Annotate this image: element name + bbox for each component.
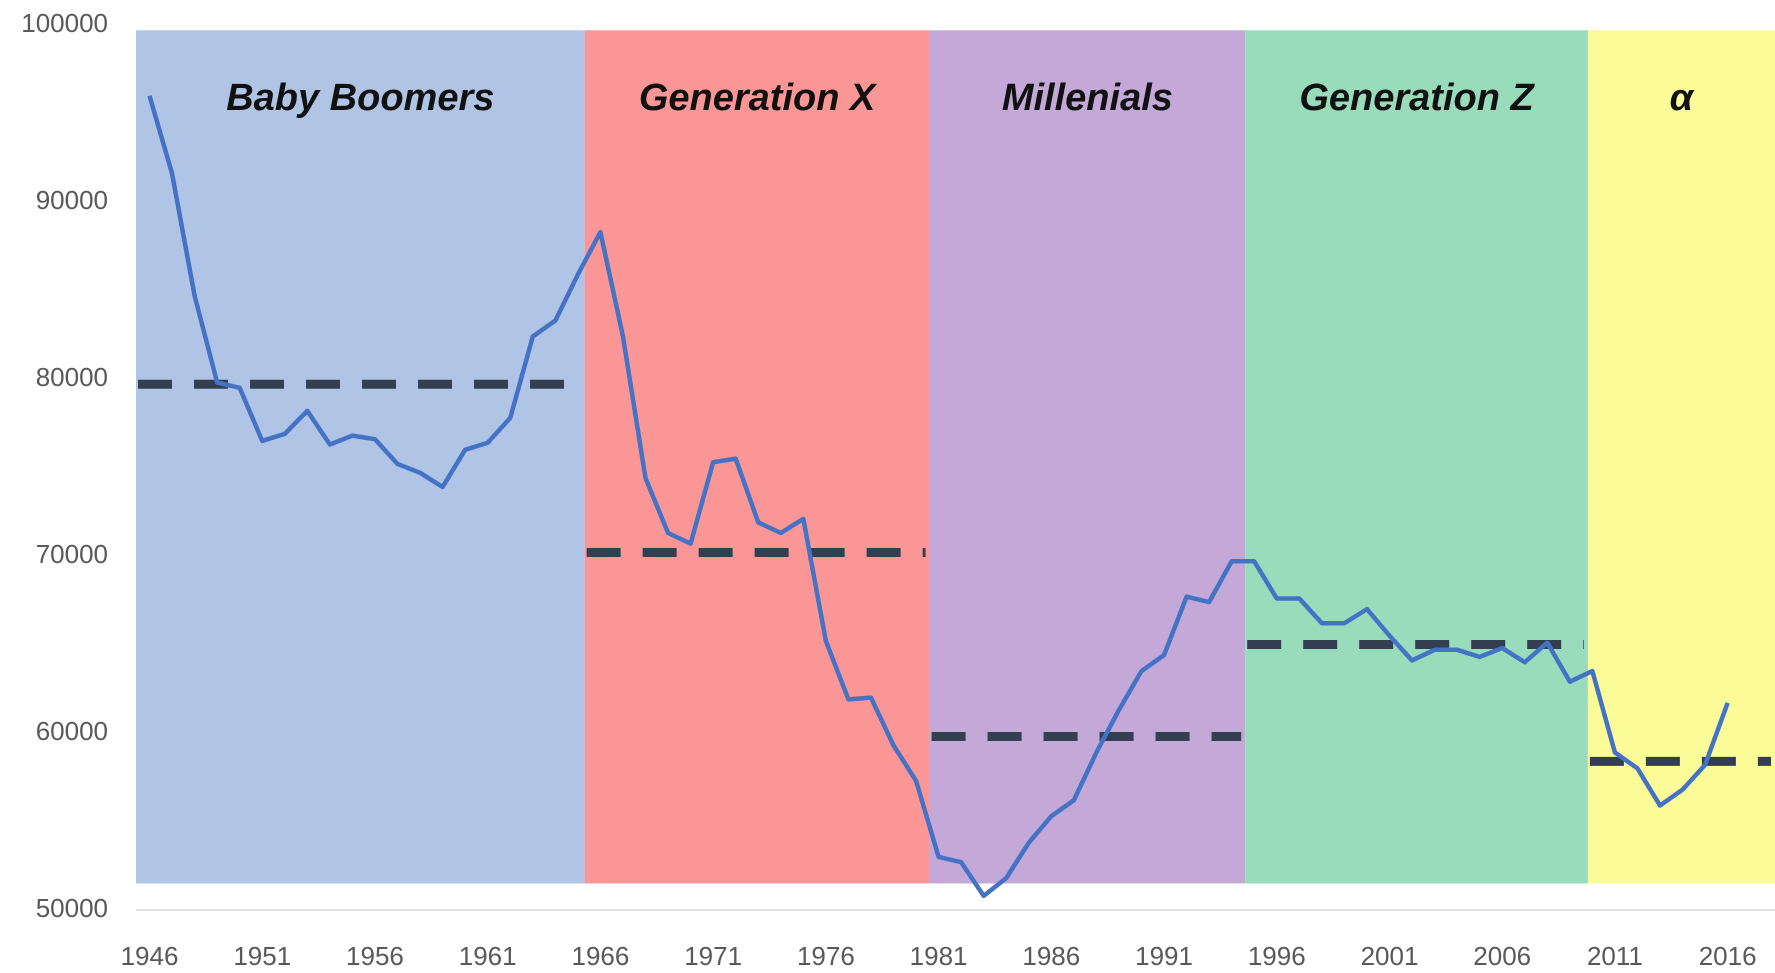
y-tick-label: 60000 (36, 716, 108, 746)
x-tick-label: 1971 (684, 941, 742, 971)
generation-band (1245, 30, 1588, 884)
band-label: Millenials (1002, 77, 1173, 119)
generation-band (136, 30, 585, 884)
x-tick-label: 1961 (459, 941, 517, 971)
x-tick-label: 2001 (1361, 941, 1419, 971)
band-label: α (1670, 77, 1695, 119)
band-label: Generation X (639, 77, 878, 119)
band-label: Generation Z (1299, 77, 1535, 119)
y-tick-label: 50000 (36, 893, 108, 923)
x-tick-label: 1951 (233, 941, 291, 971)
x-tick-label: 2016 (1699, 941, 1757, 971)
x-tick-label: 1966 (571, 941, 629, 971)
x-tick-label: 1946 (121, 941, 179, 971)
x-tick-label: 1986 (1022, 941, 1080, 971)
x-tick-label: 1981 (910, 941, 968, 971)
x-tick-label: 1956 (346, 941, 404, 971)
band-label: Baby Boomers (226, 77, 494, 119)
generation-band (584, 30, 930, 884)
x-tick-label: 1976 (797, 941, 855, 971)
y-tick-label: 70000 (36, 539, 108, 569)
y-tick-label: 90000 (36, 185, 108, 215)
x-tick-label: 1996 (1248, 941, 1306, 971)
x-tick-label: 2006 (1473, 941, 1531, 971)
y-tick-label: 80000 (36, 362, 108, 392)
generation-band (929, 30, 1246, 884)
y-tick-label: 100000 (21, 8, 108, 38)
x-tick-label: 2011 (1587, 941, 1643, 971)
data-line (147, 95, 1730, 899)
generation-band (1587, 30, 1775, 884)
x-tick-label: 1991 (1135, 941, 1193, 971)
